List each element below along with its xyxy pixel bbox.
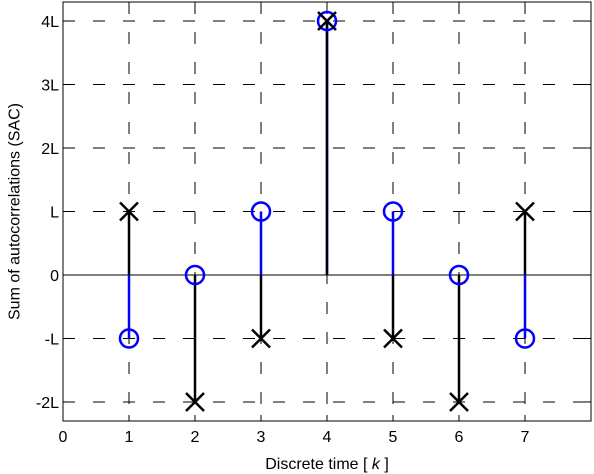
- ticks: [62, 2, 591, 421]
- y-tick-label: 3L: [41, 78, 59, 95]
- circle-marker: [250, 201, 272, 222]
- markers: [118, 10, 536, 412]
- x-marker: [383, 328, 403, 349]
- x-tick-label: 0: [59, 429, 68, 446]
- x-marker: [449, 392, 469, 412]
- y-tick-labels: 4L 3L 2L L 0 -L -2L: [36, 14, 59, 412]
- x-tick-labels: 0 1 2 3 4 5 6 7: [59, 429, 530, 446]
- y-tick-label: -L: [45, 331, 59, 348]
- x-axis-label: Discrete time [ k ]: [265, 456, 389, 473]
- stems: [127, 21, 527, 402]
- circle-marker: [118, 328, 140, 349]
- x-marker: [515, 201, 535, 222]
- x-marker: [185, 392, 205, 412]
- x-tick-label: 4: [323, 429, 332, 446]
- x-tick-label: 5: [389, 429, 398, 446]
- x-marker: [119, 201, 139, 222]
- y-tick-label: L: [50, 205, 59, 222]
- circle-marker: [514, 328, 536, 349]
- x-axis-label-var: k: [372, 456, 381, 473]
- circle-marker: [316, 10, 338, 32]
- circle-marker: [448, 264, 470, 286]
- y-tick-label: 0: [50, 268, 59, 285]
- y-axis-label: Sum of autocorrelations (SAC): [7, 103, 24, 320]
- x-tick-label: 7: [521, 429, 530, 446]
- x-axis-label-prefix: Discrete time [: [265, 456, 372, 473]
- x-tick-label: 3: [257, 429, 266, 446]
- y-tick-label: -2L: [36, 395, 59, 412]
- y-tick-label: 2L: [41, 141, 59, 158]
- circle-marker: [382, 201, 404, 222]
- x-tick-label: 6: [455, 429, 464, 446]
- circle-marker: [184, 264, 206, 286]
- x-marker: [251, 328, 271, 349]
- x-marker: [317, 11, 337, 31]
- x-axis-label-suffix: ]: [380, 456, 389, 473]
- x-tick-label: 1: [125, 429, 134, 446]
- y-tick-label: 4L: [41, 14, 59, 31]
- x-tick-label: 2: [191, 429, 200, 446]
